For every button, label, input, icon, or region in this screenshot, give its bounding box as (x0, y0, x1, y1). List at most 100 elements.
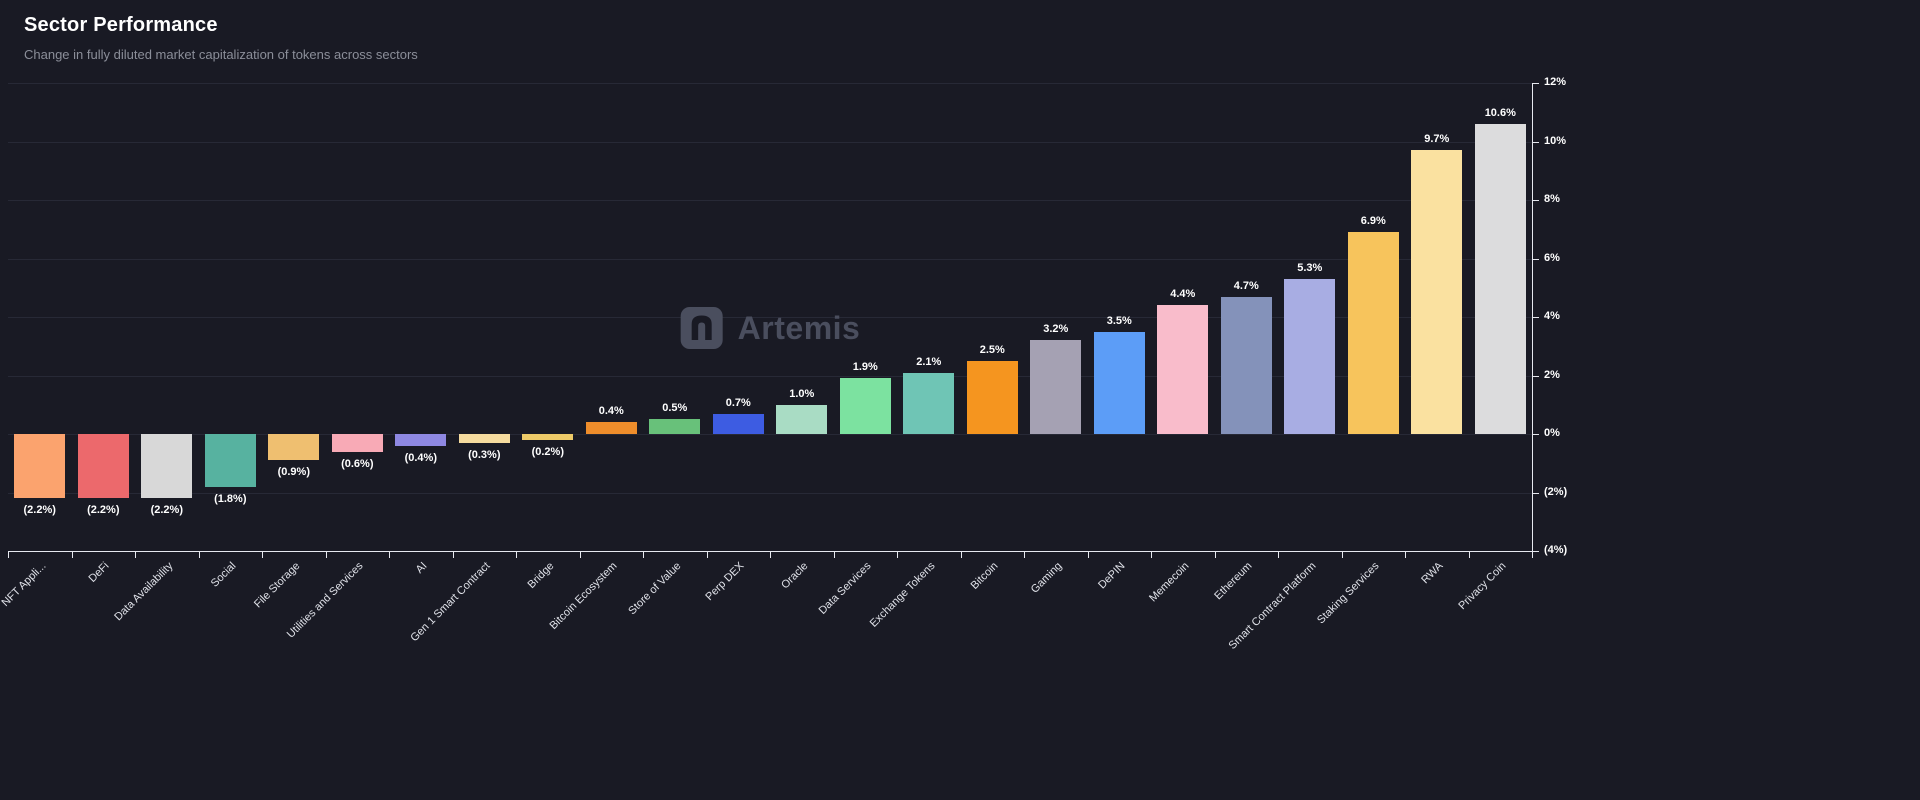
bar[interactable] (331, 434, 383, 452)
x-axis-tick (1214, 552, 1216, 558)
bar-value-label: 2.5% (979, 343, 1005, 356)
bar[interactable] (649, 419, 701, 434)
bar[interactable] (1157, 305, 1209, 434)
x-axis-tick (643, 552, 644, 558)
bar[interactable] (712, 413, 764, 434)
gridline (8, 83, 1532, 84)
y-axis-label: (4%) (1544, 544, 1568, 556)
gridline (8, 375, 1532, 377)
x-axis-line (8, 551, 1538, 552)
x-axis-ticks (8, 552, 1538, 559)
gridline (8, 141, 1532, 143)
bar[interactable] (1284, 279, 1336, 434)
x-axis-tick (325, 552, 327, 558)
x-axis-tick (1087, 552, 1089, 558)
x-axis-tick (135, 552, 136, 558)
bar-value-label: (0.6%) (341, 457, 374, 470)
bar-value-label: 6.9% (1360, 215, 1386, 228)
bar[interactable] (585, 422, 637, 434)
bar-value-label: 0.4% (598, 405, 624, 418)
y-axis-label: 6% (1544, 251, 1560, 264)
bar-value-label: (2.2%) (150, 504, 183, 517)
x-axis-tick (516, 552, 517, 558)
bar[interactable] (395, 434, 447, 446)
bar-value-label: (0.3%) (468, 448, 501, 461)
y-axis-tick (1533, 492, 1539, 494)
bar[interactable] (458, 434, 510, 443)
bar[interactable] (1411, 150, 1463, 434)
x-axis-tick (198, 552, 200, 558)
gridline (8, 492, 1532, 494)
x-axis-tick (833, 552, 835, 558)
y-axis: 12% 10% 8% 6% 4% 2% 0% (2%) (4%) (1544, 76, 1604, 556)
y-axis-tick (1533, 317, 1539, 318)
x-axis-tick (770, 552, 771, 558)
bar-value-label: (2.2%) (23, 504, 56, 517)
y-axis-label: 8% (1544, 193, 1560, 205)
y-axis-line (1532, 83, 1533, 551)
bar[interactable] (1347, 232, 1399, 434)
x-axis-tick (706, 552, 708, 558)
x-axis-tick (579, 552, 581, 558)
bar-value-label: 4.4% (1170, 288, 1196, 301)
bar[interactable] (1093, 331, 1145, 434)
gridline (8, 200, 1532, 201)
bar[interactable] (268, 434, 320, 461)
bar-value-label: 9.7% (1424, 133, 1450, 146)
x-axis-tick (1151, 552, 1152, 558)
x-axis: NFT Appli... DeFi Data Availability Social F… (0, 560, 1532, 680)
bar-value-label: 4.7% (1233, 279, 1259, 292)
bar[interactable] (522, 434, 574, 440)
page-title: Sector Performance (24, 14, 218, 36)
x-axis-tick (71, 552, 73, 558)
bar[interactable] (1220, 296, 1272, 434)
x-axis-tick (1024, 552, 1025, 558)
x-axis-tick (897, 552, 898, 558)
x-axis-tick (1341, 552, 1343, 558)
bar[interactable] (1474, 124, 1526, 435)
bar[interactable] (77, 434, 129, 499)
y-axis-tick (1533, 83, 1539, 84)
bar-value-label: (1.8%) (214, 492, 247, 505)
bar-value-label: (2.2%) (87, 504, 120, 517)
page-subtitle: Change in fully diluted market capitaliz… (24, 47, 418, 62)
bar-value-label: 3.2% (1043, 323, 1069, 336)
x-axis-tick (1405, 552, 1406, 558)
x-axis-tick (1278, 552, 1279, 558)
bar[interactable] (141, 434, 193, 499)
plot-area: (2.2%) (2.2%) (2.2%) (1.8%) (0.9%) (0.6%) (0.4… (8, 83, 1532, 551)
bar[interactable] (966, 360, 1018, 434)
bar-value-label: 2.1% (916, 355, 942, 368)
x-axis-tick (389, 552, 390, 558)
y-axis-tick (1533, 200, 1539, 201)
bar-value-label: 1.0% (789, 387, 815, 400)
y-axis-label: 2% (1544, 368, 1560, 381)
bar[interactable] (1030, 340, 1082, 434)
y-axis-ticks (1533, 83, 1540, 552)
chart-header: Sector Performance Change in fully dilut… (24, 14, 418, 62)
x-axis-tick (1532, 552, 1533, 558)
y-axis-tick (1533, 375, 1539, 377)
gridline (8, 258, 1532, 260)
bar[interactable] (776, 404, 828, 435)
x-axis-tick (960, 552, 962, 558)
x-axis-tick (1468, 552, 1470, 558)
y-axis-tick (1533, 551, 1539, 552)
bar-value-label: 3.5% (1106, 314, 1132, 327)
bar[interactable] (839, 378, 891, 434)
bar-value-label: 0.5% (662, 402, 688, 415)
bar-value-label: (0.9%) (277, 466, 310, 479)
y-axis-tick (1533, 141, 1539, 143)
bar-value-label: 1.9% (852, 361, 878, 374)
bar[interactable] (14, 434, 66, 499)
x-axis-tick (8, 552, 9, 558)
y-axis-tick (1533, 434, 1539, 435)
bar-value-label: 10.6% (1484, 107, 1516, 119)
x-axis-tick (262, 552, 263, 558)
gridline (8, 317, 1532, 318)
bar[interactable] (903, 372, 955, 434)
y-axis-label: 4% (1544, 310, 1560, 322)
bar[interactable] (204, 434, 256, 487)
y-axis-label: 12% (1544, 76, 1567, 88)
